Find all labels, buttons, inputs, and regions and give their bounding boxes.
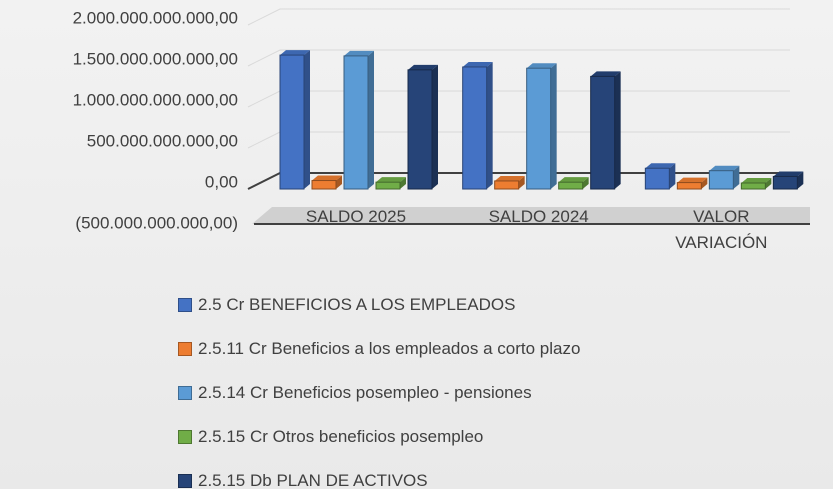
bar-front <box>558 181 584 190</box>
legend-item: 2.5.11 Cr Beneficios a los empleados a c… <box>178 327 580 371</box>
bar-top <box>280 50 310 56</box>
bar-top <box>312 175 342 181</box>
bar-front <box>644 167 670 190</box>
bar-front <box>311 180 337 190</box>
bar-side <box>304 50 310 190</box>
bar-top <box>462 61 493 67</box>
bar-side <box>550 63 557 190</box>
y-tick-label: 500.000.000.000,00 <box>87 131 238 150</box>
legend-item: 2.5.14 Cr Beneficios posempleo - pension… <box>178 371 580 415</box>
legend-label: 2.5.11 Cr Beneficios a los empleados a c… <box>198 339 581 358</box>
bar-side <box>368 50 374 190</box>
bar <box>375 177 406 190</box>
bar-side <box>336 175 342 190</box>
x-tick-label: SALDO 2025 <box>305 207 407 226</box>
legend-swatch <box>178 298 192 312</box>
bar-top <box>376 177 406 183</box>
bar-side <box>518 175 525 190</box>
grid-line <box>247 90 790 108</box>
bar <box>279 50 310 190</box>
bar <box>676 177 708 190</box>
y-tick-label: 0,00 <box>205 172 238 191</box>
bar <box>343 50 374 190</box>
legend-label: 2.5.15 Db PLAN DE ACTIVOS <box>198 471 428 489</box>
legend-label: 2.5.14 Cr Beneficios posempleo - pension… <box>198 383 532 402</box>
bar-front <box>494 180 520 190</box>
grid-line <box>247 49 790 67</box>
legend-item: 2.5 Cr BENEFICIOS A LOS EMPLEADOS <box>178 283 580 327</box>
legend-swatch <box>178 430 192 444</box>
bar-side <box>614 71 621 190</box>
bar-front <box>279 54 305 190</box>
legend: 2.5 Cr BENEFICIOS A LOS EMPLEADOS 2.5.11 … <box>178 283 580 489</box>
bar-front <box>772 175 798 190</box>
bar-top <box>408 64 438 70</box>
bar-front <box>462 66 488 190</box>
legend-label: 2.5.15 Cr Otros beneficios posempleo <box>198 427 484 446</box>
bar-side <box>486 61 493 190</box>
bar-top <box>773 171 804 177</box>
bar-side <box>582 177 589 190</box>
bar <box>558 177 589 190</box>
y-tick-label: 1.500.000.000.000,00 <box>73 49 238 68</box>
legend-item: 2.5.15 Cr Otros beneficios posempleo <box>178 415 580 459</box>
bar-front <box>676 182 702 190</box>
legend-item: 2.5.15 Db PLAN DE ACTIVOS <box>178 459 580 489</box>
bar-top <box>741 178 772 183</box>
y-tick-label: 1.000.000.000.000,00 <box>73 90 238 109</box>
bar-front <box>708 170 734 190</box>
bar-side <box>701 177 708 190</box>
bar-top <box>677 177 708 183</box>
bar-top <box>590 71 621 77</box>
bar-front <box>343 55 369 190</box>
bar-front <box>375 181 401 190</box>
bar <box>772 171 804 190</box>
legend-swatch <box>178 474 192 488</box>
bar-front <box>590 75 616 190</box>
bar <box>407 64 438 190</box>
bar <box>644 163 676 190</box>
legend-label: 2.5 Cr BENEFICIOS A LOS EMPLEADOS <box>198 295 516 314</box>
floor <box>252 207 810 224</box>
y-tick-label: 2.000.000.000.000,00 <box>73 8 238 27</box>
grid-line <box>247 8 790 26</box>
bar-front <box>526 67 552 190</box>
bar <box>494 175 525 190</box>
bar-top <box>526 63 557 69</box>
bar <box>526 63 557 190</box>
bar-top <box>558 177 589 183</box>
grid-line <box>247 131 790 149</box>
bar-front <box>740 182 766 190</box>
bar-side <box>733 165 740 190</box>
bar-front <box>407 69 433 190</box>
y-tick-label: (500.000.000.000,00) <box>75 213 238 232</box>
bar <box>311 175 342 190</box>
x-tick-label: SALDO 2024 <box>488 207 589 226</box>
bar-side <box>400 177 406 190</box>
bar-top <box>344 50 374 56</box>
bar <box>462 61 493 190</box>
bar-top <box>494 175 525 181</box>
bar-side <box>432 64 438 190</box>
legend-swatch <box>178 386 192 400</box>
bar <box>708 165 740 190</box>
bar <box>740 178 772 190</box>
bar <box>590 71 621 190</box>
legend-swatch <box>178 342 192 356</box>
bar-side <box>797 171 804 190</box>
bar-top <box>645 163 676 169</box>
x-tick-label: VALOR VARIACIÓN <box>675 207 768 252</box>
bar-side <box>669 163 676 190</box>
bar-side <box>765 178 772 190</box>
bar-top <box>709 165 740 171</box>
